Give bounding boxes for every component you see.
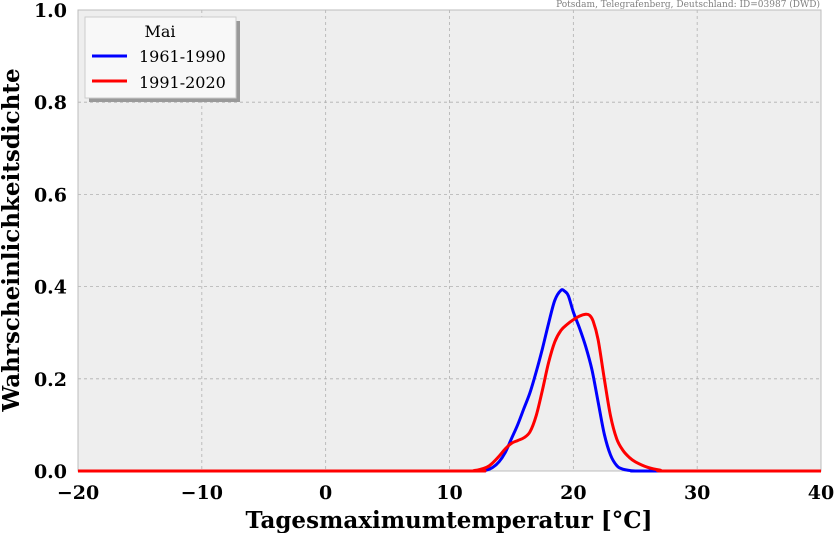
x-axis: −20 −10 0 10 20 30 40 bbox=[57, 482, 834, 504]
y-tick-label: 0.4 bbox=[34, 277, 67, 299]
legend-label-1961-1990: 1961-1990 bbox=[139, 47, 226, 66]
series-line-1991-2020 bbox=[78, 312, 821, 473]
x-tick-label: 30 bbox=[684, 482, 710, 504]
x-axis-title: Tagesmaximumtemperatur [°C] bbox=[246, 507, 653, 533]
legend-label-1991-2020: 1991-2020 bbox=[139, 73, 226, 92]
y-tick-label: 1.0 bbox=[34, 0, 67, 22]
y-tick-label: 0.8 bbox=[34, 92, 67, 114]
source-note: Potsdam, Telegrafenberg, Deutschland: ID… bbox=[556, 0, 820, 10]
x-tick-label: 40 bbox=[808, 482, 834, 504]
y-tick-label: 0.2 bbox=[34, 369, 67, 391]
y-axis: 0.0 0.2 0.4 0.6 0.8 1.0 bbox=[34, 0, 67, 483]
x-tick-label: −10 bbox=[181, 482, 223, 504]
y-tick-label: 0.0 bbox=[34, 461, 67, 483]
y-tick-label: 0.6 bbox=[34, 184, 67, 206]
y-axis-title: Wahrscheinlichkeitsdichte bbox=[0, 68, 25, 412]
legend-title: Mai bbox=[144, 22, 175, 41]
legend: Mai 1961-1990 1991-2020 bbox=[84, 16, 240, 102]
x-tick-label: 0 bbox=[319, 482, 332, 504]
series-layer bbox=[78, 288, 821, 473]
series-line-1961-1990 bbox=[78, 288, 821, 473]
x-tick-label: −20 bbox=[57, 482, 99, 504]
x-tick-label: 10 bbox=[436, 482, 462, 504]
x-tick-label: 20 bbox=[560, 482, 586, 504]
